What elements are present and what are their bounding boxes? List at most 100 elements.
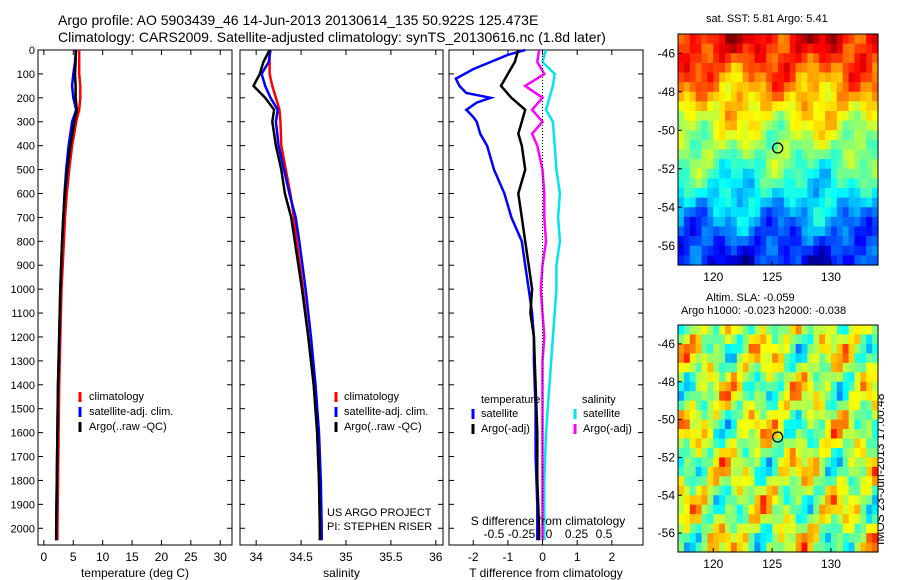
map-cell	[813, 495, 820, 506]
map-cell	[760, 159, 767, 170]
map-cell	[695, 159, 703, 170]
map-cell	[778, 533, 785, 544]
map-cell	[754, 226, 761, 237]
map-cell	[813, 343, 820, 354]
map-cell	[707, 447, 714, 459]
map-cell	[830, 245, 838, 256]
map-cell	[778, 207, 785, 218]
map-cell	[730, 353, 738, 364]
map-cell	[754, 139, 761, 151]
map-cell	[866, 362, 873, 373]
map-cell	[678, 62, 685, 74]
map-cell	[683, 495, 691, 506]
map-cell	[713, 325, 720, 336]
map-cell	[748, 255, 756, 266]
map-cell	[860, 226, 867, 237]
map-cell	[872, 111, 879, 122]
map-cell	[725, 514, 732, 525]
map-cell	[813, 91, 820, 102]
map-cell	[807, 236, 814, 247]
map-cell	[866, 197, 873, 208]
map-cell	[725, 236, 732, 247]
y-tick-label: 1700	[11, 452, 35, 464]
map-cell	[736, 62, 744, 74]
map-cell	[766, 514, 773, 525]
map-cell	[842, 495, 850, 506]
map-cell	[760, 178, 767, 189]
map-cell	[754, 495, 761, 506]
map-cell	[772, 353, 779, 364]
map-cell	[772, 400, 779, 411]
map-cell	[813, 485, 820, 496]
map-cell	[778, 62, 785, 74]
map-cell	[689, 197, 697, 208]
map-cell	[854, 334, 861, 345]
map-cell	[795, 381, 803, 392]
map-cell	[766, 216, 773, 228]
map-cell	[783, 410, 791, 421]
map-cell	[778, 495, 785, 506]
map-cell	[701, 245, 709, 256]
legend-label: Argo(-adj)	[583, 423, 632, 435]
map-cell	[813, 325, 820, 336]
map-cell	[754, 410, 761, 421]
map-cell	[701, 343, 709, 354]
x2-tick-label: 0	[546, 527, 553, 541]
map-cell	[807, 325, 814, 336]
map-cell	[807, 542, 814, 553]
map-cell	[813, 168, 820, 179]
x-tick-label: 0	[539, 550, 546, 564]
map-cell	[730, 139, 738, 151]
map-cell	[701, 111, 709, 122]
map-cell	[760, 101, 767, 112]
map-cell	[678, 159, 685, 170]
map-cell	[801, 429, 809, 440]
map-cell	[701, 362, 709, 373]
map-cell	[760, 372, 767, 383]
map-cell	[789, 495, 797, 506]
map-cell	[836, 101, 844, 112]
map-cell	[707, 542, 714, 553]
map-cell	[789, 236, 797, 247]
map-cell	[678, 216, 685, 228]
map-cell	[730, 216, 738, 228]
map-cell	[772, 130, 779, 141]
map-cell	[819, 130, 826, 141]
map-cell	[813, 72, 820, 83]
map-cell	[689, 245, 697, 256]
map-cell	[713, 62, 720, 74]
map-cell	[789, 207, 797, 218]
y-tick-label: 400	[17, 141, 35, 153]
map-cell	[795, 343, 803, 354]
map-cell	[872, 34, 879, 45]
map-cell	[789, 43, 797, 54]
map-cell	[778, 149, 785, 160]
map-cell	[783, 216, 791, 228]
map-cell	[713, 542, 720, 553]
map-cell	[854, 197, 861, 208]
y-tick-label: 1900	[11, 499, 35, 511]
map-cell	[842, 226, 850, 237]
map-cell	[689, 207, 697, 218]
map-cell	[689, 101, 697, 112]
map-cell	[813, 120, 820, 131]
map-cell	[830, 130, 838, 141]
map-cell	[707, 457, 714, 468]
map-cell	[713, 410, 720, 421]
map-cell	[848, 255, 856, 266]
map-cell	[678, 495, 685, 506]
map-cell	[872, 514, 879, 525]
map-cell	[701, 216, 709, 228]
map-cell	[760, 34, 767, 45]
map-cell	[713, 419, 720, 430]
map-cell	[760, 149, 767, 160]
map-cell	[778, 226, 785, 237]
map-cell	[836, 197, 844, 208]
map-cell	[707, 325, 714, 336]
map-cell	[854, 34, 861, 45]
map-cell	[707, 334, 714, 345]
map-cell	[701, 62, 709, 74]
map-cell	[683, 111, 691, 122]
map-cell	[778, 476, 785, 487]
map-cell	[683, 466, 691, 477]
